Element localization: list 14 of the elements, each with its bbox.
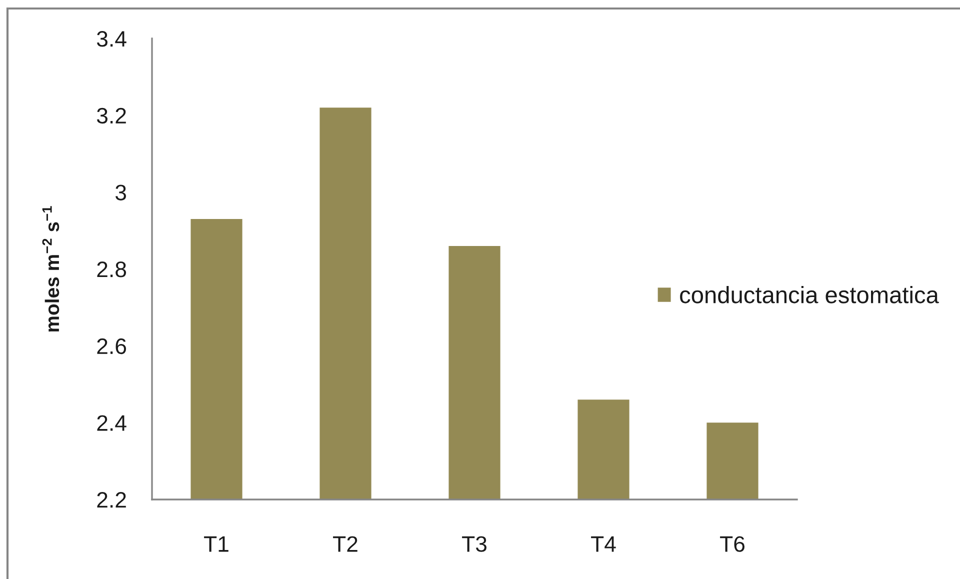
y-tick-label: 2.2 xyxy=(97,492,126,508)
y-tick-label: 2.4 xyxy=(97,415,126,431)
y-tick-label: 2.8 xyxy=(97,262,126,278)
y-tick-label: 3.4 xyxy=(96,31,126,47)
legend-label: conductancia estomatica xyxy=(680,286,939,304)
x-tick-label: T6 xyxy=(720,536,744,552)
x-tick-label: T2 xyxy=(333,536,358,552)
y-axis-title: moles m$^{−2}$ s$^{−1}$ xyxy=(42,206,60,332)
x-tick-label: T4 xyxy=(591,536,616,552)
x-tick-label: T1 xyxy=(204,536,228,552)
x-tick-label: T3 xyxy=(462,536,486,552)
y-tick-label: 2.6 xyxy=(97,338,126,354)
y-tick-label: 3 xyxy=(115,184,126,200)
y-tick-label: 3.2 xyxy=(96,108,126,124)
